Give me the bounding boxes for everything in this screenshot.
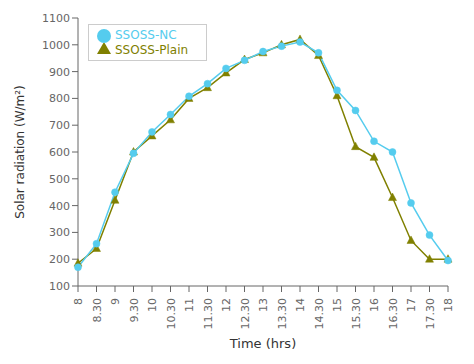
svg-text:15: 15	[331, 298, 344, 312]
svg-text:10.30: 10.30	[165, 298, 178, 330]
svg-text:1100: 1100	[42, 12, 70, 25]
svg-text:18: 18	[442, 298, 455, 312]
svg-text:100: 100	[49, 280, 70, 293]
svg-text:12: 12	[220, 298, 233, 312]
svg-text:800: 800	[49, 92, 70, 105]
svg-text:900: 900	[49, 66, 70, 79]
svg-text:9.30: 9.30	[128, 298, 141, 323]
svg-text:14.30: 14.30	[313, 298, 326, 330]
svg-text:15.30: 15.30	[350, 298, 363, 330]
svg-text:300: 300	[49, 226, 70, 239]
svg-text:10: 10	[146, 298, 159, 312]
svg-text:200: 200	[49, 253, 70, 266]
svg-text:13: 13	[257, 298, 270, 312]
svg-text:8: 8	[72, 298, 85, 305]
svg-text:600: 600	[49, 146, 70, 159]
svg-text:16: 16	[368, 298, 381, 312]
html-text:SSOSS-Plain: SSOSS-Plain	[115, 42, 189, 57]
svg-text:Time (hrs): Time (hrs)	[229, 336, 296, 351]
svg-text:9: 9	[109, 298, 122, 305]
svg-text:400: 400	[49, 200, 70, 213]
svg-text:13.30: 13.30	[276, 298, 289, 330]
svg-text:11.30: 11.30	[202, 298, 215, 330]
html-text:SSOSS-NC: SSOSS-NC	[115, 28, 177, 42]
svg-text:1000: 1000	[42, 39, 70, 52]
svg-text:700: 700	[49, 119, 70, 132]
svg-text:12.30: 12.30	[239, 298, 252, 330]
svg-text:11: 11	[183, 298, 196, 312]
svg-text:Solar radiation (W/m²): Solar radiation (W/m²)	[13, 85, 27, 219]
svg-text:17: 17	[405, 298, 418, 312]
svg-text:17.30: 17.30	[424, 298, 437, 330]
svg-text:8.30: 8.30	[91, 298, 104, 323]
svg-text:16.30: 16.30	[387, 298, 400, 330]
svg-text:14: 14	[294, 298, 307, 312]
svg-text:500: 500	[49, 173, 70, 186]
